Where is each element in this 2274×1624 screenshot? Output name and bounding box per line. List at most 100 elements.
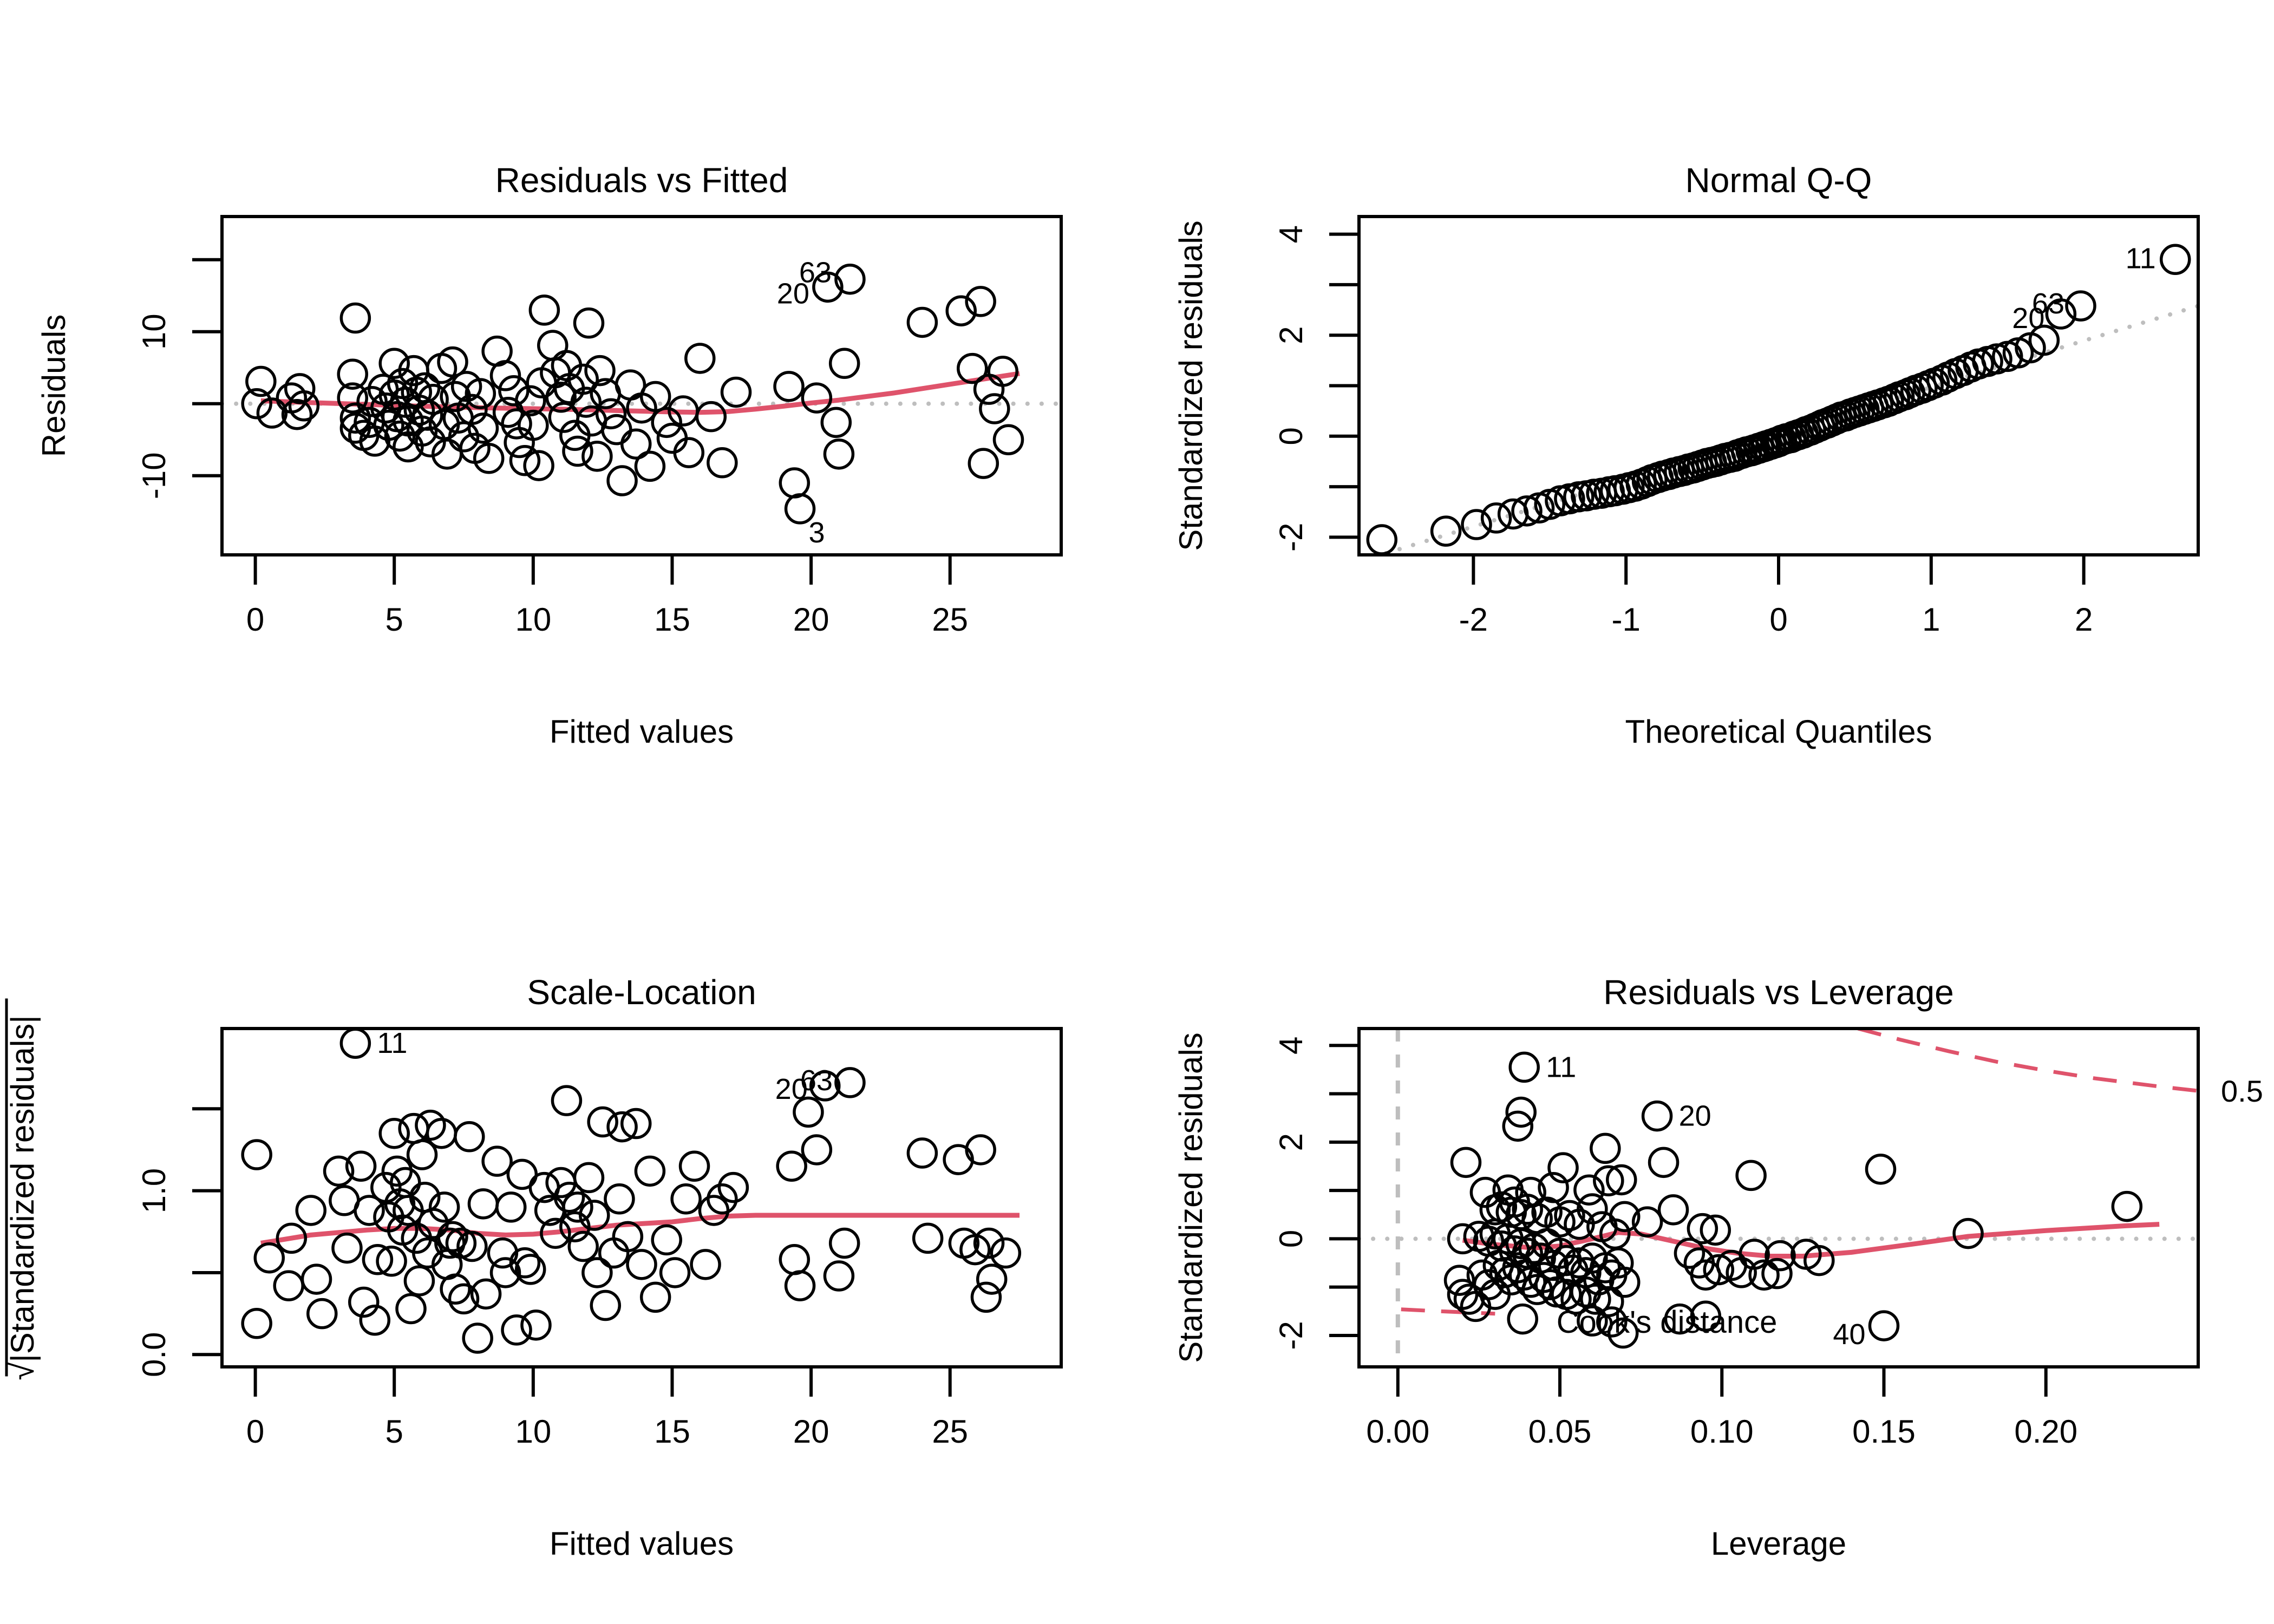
x-axis-tick-label: 0.10	[1690, 1413, 1754, 1450]
data-point	[2111, 1190, 2143, 1222]
point-label-20: 20	[1679, 1100, 1711, 1132]
x-axis-tick-label: 0	[246, 1413, 264, 1450]
data-point	[1511, 495, 1543, 527]
data-point	[345, 1150, 377, 1182]
data-point-11	[339, 1027, 371, 1059]
data-point	[1605, 1164, 1637, 1196]
data-point-20	[812, 271, 844, 303]
data-point	[639, 1281, 671, 1313]
data-point	[1450, 1147, 1482, 1178]
data-point	[1700, 1214, 1731, 1246]
scatter-points	[1366, 244, 2191, 555]
data-point	[1461, 509, 1492, 540]
data-point-3	[784, 493, 816, 525]
data-point	[348, 1286, 380, 1318]
x-axis-tick-label: 2	[2075, 601, 2093, 638]
data-point	[562, 1191, 593, 1223]
data-point	[828, 1227, 860, 1259]
data-point	[1538, 1172, 1569, 1203]
data-point	[514, 1254, 546, 1285]
y-axis-tick-label: 10	[136, 313, 172, 350]
data-point	[415, 1109, 446, 1141]
data-point	[1577, 1193, 1608, 1224]
data-point-40	[1868, 1310, 1900, 1341]
data-point-63	[834, 1067, 866, 1098]
data-point	[957, 352, 988, 384]
x-axis-tick-label: 0.20	[2014, 1413, 2077, 1450]
data-point	[514, 385, 546, 417]
data-point	[1577, 1305, 1608, 1337]
data-point	[241, 1139, 272, 1170]
data-point	[300, 1263, 332, 1295]
point-label-11: 11	[1546, 1051, 1576, 1083]
data-point	[1761, 1258, 1793, 1289]
data-point	[1560, 1284, 1592, 1315]
data-point	[337, 358, 368, 390]
data-point	[1507, 1303, 1538, 1335]
data-point	[970, 1281, 1002, 1313]
data-point	[1926, 364, 1958, 396]
data-point	[968, 448, 999, 479]
data-point	[284, 373, 316, 404]
point-label-40: 40	[1833, 1318, 1865, 1351]
data-point	[523, 450, 554, 481]
data-point	[273, 1270, 304, 1301]
data-point	[601, 414, 632, 446]
data-point	[678, 1150, 710, 1182]
y-axis-title: √|Standardized residuals|	[4, 998, 41, 1380]
y-axis-tick-label: -10	[136, 452, 172, 499]
panel-title: Residuals vs Leverage	[1603, 973, 1953, 1012]
data-point	[1447, 1223, 1479, 1255]
y-axis-title: Standardized residuals	[1173, 1032, 1209, 1363]
data-point	[673, 437, 705, 468]
data-point	[528, 294, 560, 326]
panel-title: Normal Q-Q	[1685, 161, 1872, 200]
x-axis-tick-label: 10	[515, 1413, 551, 1450]
data-point	[1580, 1284, 1611, 1315]
data-point	[570, 387, 602, 418]
data-point	[651, 1224, 682, 1256]
y-axis-tick-label: 0.0	[136, 1332, 172, 1377]
data-point	[509, 445, 541, 476]
x-axis-tick-label: 25	[932, 1413, 968, 1450]
point-label-63: 63	[800, 1064, 833, 1097]
data-point	[378, 1117, 410, 1149]
x-axis: 0 5 10 15 20 25	[246, 555, 968, 638]
data-point	[509, 1247, 541, 1279]
data-point	[992, 424, 1024, 455]
x-axis-tick-label: 15	[654, 601, 690, 638]
data-point	[784, 1270, 816, 1301]
data-point	[1703, 1254, 1735, 1286]
data-point	[573, 307, 605, 339]
data-point	[1502, 1110, 1533, 1142]
data-point	[581, 441, 613, 472]
scatter-points	[241, 1027, 1022, 1354]
annotation-text: Cook's distance	[1557, 1305, 1778, 1340]
data-point	[306, 1298, 338, 1330]
data-point-63	[834, 263, 866, 295]
data-point	[1596, 1306, 1628, 1338]
data-point	[606, 1111, 638, 1143]
y-axis: -10 10	[136, 258, 222, 499]
data-point	[567, 363, 599, 395]
data-point	[1603, 1247, 1634, 1279]
x-axis-tick-label: 0	[1769, 601, 1787, 638]
data-point-20	[2045, 298, 2077, 330]
data-point	[1674, 1237, 1706, 1269]
data-point	[626, 1249, 657, 1280]
data-point	[634, 1155, 666, 1187]
data-point	[481, 1145, 513, 1177]
data-point	[1765, 1240, 1796, 1272]
y-axis-tick-label: 2	[1273, 1133, 1309, 1151]
data-point	[1609, 1201, 1641, 1233]
data-point	[1547, 1152, 1579, 1183]
point-label-11: 11	[2126, 242, 2156, 274]
x-axis-tick-label: 0.05	[1528, 1413, 1592, 1450]
data-point	[1554, 1200, 1585, 1232]
data-point	[323, 1155, 355, 1187]
data-point	[448, 421, 480, 453]
data-point	[465, 378, 496, 409]
data-point-20	[809, 1070, 841, 1102]
x-axis-title: Fitted values	[550, 1525, 734, 1562]
